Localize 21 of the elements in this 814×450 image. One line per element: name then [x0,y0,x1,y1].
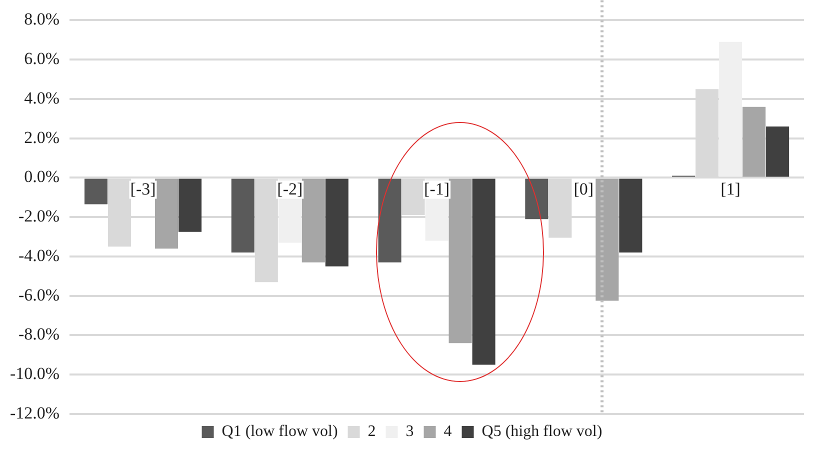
y-tick-label: -4.0% [18,246,60,265]
legend-label: 2 [368,423,376,440]
y-tick-label: -12.0% [10,403,60,422]
y-tick-label: 2.0% [24,128,60,147]
x-tick-label: [-3] [130,180,156,199]
y-tick-label: -10.0% [10,364,60,384]
y-tick-label: 6.0% [24,49,60,68]
y-tick-label: -2.0% [18,206,60,226]
x-tick-label: [1] [720,180,740,199]
y-tick-label: -8.0% [18,324,60,344]
legend-label: Q1 (low flow vol) [222,423,338,440]
y-tick-label: 0.0% [24,167,60,186]
legend-label: 3 [406,423,414,440]
legend-label: Q5 (high flow vol) [482,423,602,440]
x-tick-label: [-2] [277,180,303,199]
legend-label: 4 [444,423,452,440]
y-tick-label: 4.0% [24,88,60,108]
x-tick-label: [-1] [424,180,450,199]
y-tick-label: -6.0% [18,285,60,304]
y-tick-label: 8.0% [24,10,60,29]
x-tick-label: [0] [574,180,594,199]
